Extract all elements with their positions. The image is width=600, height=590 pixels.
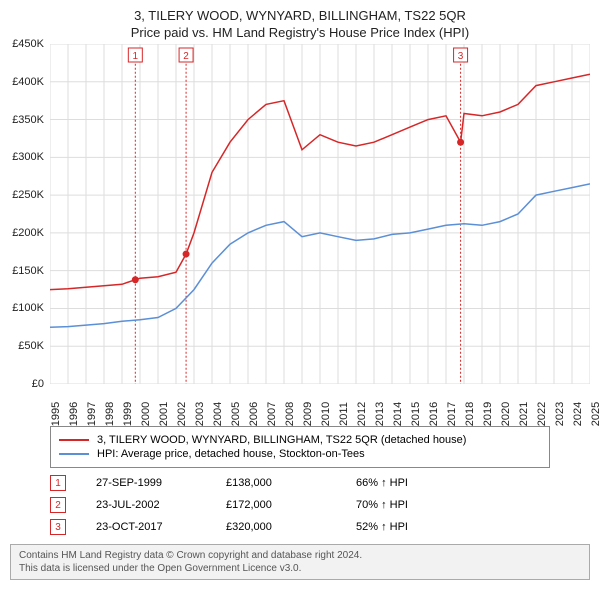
legend-row: HPI: Average price, detached house, Stoc… [59,447,541,461]
x-tick-label: 2008 [284,402,296,426]
x-tick-label: 2013 [374,402,386,426]
x-tick-label: 2005 [230,402,242,426]
y-tick-label: £100K [12,302,44,314]
x-tick-label: 2002 [176,402,188,426]
event-pct: 52% ↑ HPI [356,521,466,533]
x-tick-label: 1997 [86,402,98,426]
event-date: 27-SEP-1999 [96,477,226,489]
y-tick-label: £450K [12,38,44,50]
footer-line1: Contains HM Land Registry data © Crown c… [19,549,581,562]
legend-row: 3, TILERY WOOD, WYNYARD, BILLINGHAM, TS2… [59,433,541,447]
x-tick-label: 1995 [50,402,62,426]
x-tick-label: 2000 [140,402,152,426]
legend-label: 3, TILERY WOOD, WYNYARD, BILLINGHAM, TS2… [97,434,466,446]
x-tick-label: 2003 [194,402,206,426]
x-axis-labels: 1995199619971998199920002001200220032004… [50,384,590,420]
event-row: 1 27-SEP-1999£138,00066% ↑ HPI [50,472,550,494]
title-sub: Price paid vs. HM Land Registry's House … [0,25,600,40]
event-row: 2 23-JUL-2002£172,00070% ↑ HPI [50,494,550,516]
event-date: 23-OCT-2017 [96,521,226,533]
y-tick-label: £300K [12,151,44,163]
x-tick-label: 2009 [302,402,314,426]
x-tick-label: 2014 [392,402,404,426]
plot-svg: 1 2 3 [50,44,590,384]
event-price: £138,000 [226,477,356,489]
svg-text:2: 2 [183,51,189,62]
legend-swatch [59,439,89,441]
svg-text:3: 3 [458,51,464,62]
x-tick-label: 2011 [338,402,350,426]
event-pct: 70% ↑ HPI [356,499,466,511]
y-axis-labels: £0£50K£100K£150K£200K£250K£300K£350K£400… [0,44,48,384]
x-tick-label: 2012 [356,402,368,426]
event-table: 1 27-SEP-1999£138,00066% ↑ HPI 2 23-JUL-200… [50,472,550,538]
y-tick-label: £50K [18,340,44,352]
y-tick-label: £250K [12,189,44,201]
x-tick-label: 2019 [482,402,494,426]
title-main: 3, TILERY WOOD, WYNYARD, BILLINGHAM, TS2… [0,8,600,23]
y-tick-label: £200K [12,227,44,239]
event-marker: 3 [50,519,66,535]
x-tick-label: 2022 [536,402,548,426]
x-tick-label: 1999 [122,402,134,426]
x-tick-label: 2015 [410,402,422,426]
x-tick-label: 2017 [446,402,458,426]
event-marker: 2 [50,497,66,513]
y-tick-label: £350K [12,114,44,126]
x-tick-label: 2018 [464,402,476,426]
x-tick-label: 1996 [68,402,80,426]
legend-swatch [59,453,89,455]
x-tick-label: 2007 [266,402,278,426]
footer-box: Contains HM Land Registry data © Crown c… [10,544,590,580]
event-pct: 66% ↑ HPI [356,477,466,489]
footer-line2: This data is licensed under the Open Gov… [19,562,581,575]
event-price: £320,000 [226,521,356,533]
svg-text:1: 1 [133,51,139,62]
x-tick-label: 2010 [320,402,332,426]
x-tick-label: 2024 [572,402,584,426]
legend-label: HPI: Average price, detached house, Stoc… [97,448,365,460]
event-marker: 1 [50,475,66,491]
titles: 3, TILERY WOOD, WYNYARD, BILLINGHAM, TS2… [0,0,600,44]
chart-container: 3, TILERY WOOD, WYNYARD, BILLINGHAM, TS2… [0,0,600,580]
event-price: £172,000 [226,499,356,511]
x-tick-label: 2020 [500,402,512,426]
y-tick-label: £150K [12,265,44,277]
y-tick-label: £400K [12,76,44,88]
x-tick-label: 1998 [104,402,116,426]
legend-box: 3, TILERY WOOD, WYNYARD, BILLINGHAM, TS2… [50,426,550,468]
y-tick-label: £0 [32,378,44,390]
event-date: 23-JUL-2002 [96,499,226,511]
event-row: 3 23-OCT-2017£320,00052% ↑ HPI [50,516,550,538]
x-tick-label: 2006 [248,402,260,426]
x-tick-label: 2025 [590,402,600,426]
x-tick-label: 2004 [212,402,224,426]
x-tick-label: 2001 [158,402,170,426]
x-tick-label: 2016 [428,402,440,426]
x-tick-label: 2021 [518,402,530,426]
plot-area: 1 2 3 [50,44,590,384]
x-tick-label: 2023 [554,402,566,426]
